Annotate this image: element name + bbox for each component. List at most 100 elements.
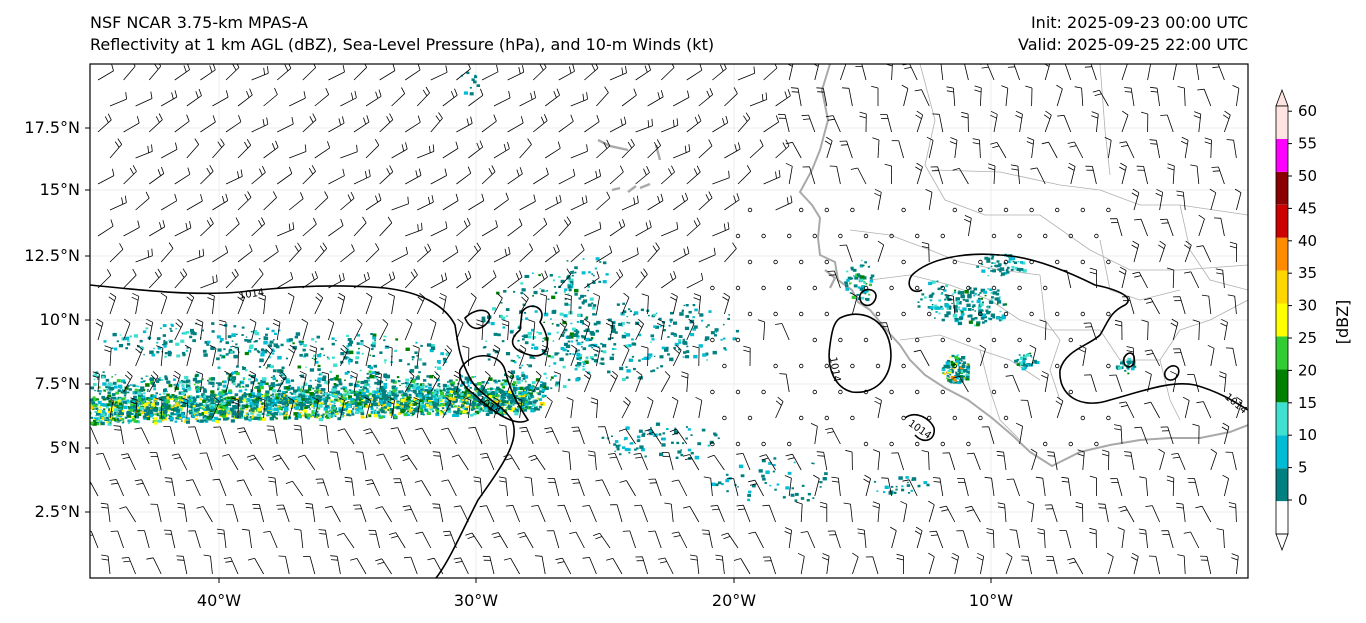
reflectivity-cell [226,372,229,375]
reflectivity-cell [495,389,497,392]
reflectivity-cell [913,478,917,481]
reflectivity-cell [438,362,441,364]
reflectivity-cell [968,308,972,311]
reflectivity-cell [389,408,394,411]
reflectivity-cell [223,380,227,384]
reflectivity-cell [231,379,236,383]
reflectivity-cell [380,385,384,389]
reflectivity-cell [520,292,524,295]
reflectivity-cell [314,379,317,381]
reflectivity-cell [208,395,211,398]
reflectivity-cell [113,347,118,351]
wind-barb [148,220,166,237]
reflectivity-cell [864,292,867,295]
wind-barb [1089,267,1097,289]
reflectivity-cell [415,386,420,390]
reflectivity-cell [309,408,311,410]
reflectivity-cell [679,312,684,316]
reflectivity-cell [466,394,471,398]
reflectivity-cell [249,417,251,419]
reflectivity-cell [382,396,387,400]
wind-barb [97,113,112,133]
reflectivity-cell [971,300,974,303]
reflectivity-cell [245,412,248,414]
reflectivity-cell [119,417,122,420]
reflectivity-cell [934,317,936,319]
reflectivity-cell [326,380,330,384]
reflectivity-cell [557,352,560,354]
reflectivity-cell [643,356,648,360]
reflectivity-cell [670,321,672,323]
reflectivity-cell [488,410,493,415]
reflectivity-cell [270,410,272,413]
reflectivity-cell [235,372,240,376]
reflectivity-cell [342,386,346,389]
reflectivity-cell [138,400,140,403]
reflectivity-cell [118,402,123,406]
reflectivity-cell [405,347,410,351]
reflectivity-cell [936,280,939,283]
reflectivity-cell [216,397,221,401]
reflectivity-cell [644,455,647,458]
reflectivity-cell [629,359,633,362]
reflectivity-cell [671,441,674,444]
reflectivity-cell [946,307,950,310]
reflectivity-cell [489,400,492,403]
reflectivity-cell [595,257,600,261]
reflectivity-cell [513,381,517,385]
reflectivity-cell [199,416,201,418]
reflectivity-cell [219,395,223,398]
reflectivity-cell [979,292,982,294]
reflectivity-cell [399,384,401,387]
reflectivity-cell [587,289,589,292]
reflectivity-cell [966,364,969,366]
wind-barb [161,90,178,107]
reflectivity-cell [484,400,487,402]
reflectivity-cell [203,388,207,391]
reflectivity-cell [439,414,441,416]
reflectivity-cell [923,296,927,299]
reflectivity-cell [661,443,666,447]
reflectivity-cell [953,305,958,309]
reflectivity-cell [168,407,172,410]
reflectivity-cell [445,352,450,356]
calm-wind-marker [1029,207,1034,213]
reflectivity-cell [481,381,485,384]
wind-barb [123,220,140,237]
reflectivity-cell [622,446,626,449]
reflectivity-cell [332,409,335,411]
reflectivity-cell [812,497,815,499]
wind-barb [353,319,363,341]
reflectivity-cell [99,393,102,395]
reflectivity-cell [291,379,295,382]
reflectivity-cell [268,386,274,391]
calm-wind-marker [812,233,817,239]
reflectivity-cell [984,320,988,323]
reflectivity-cell [320,388,325,392]
reflectivity-cell [260,379,265,383]
reflectivity-cell [497,403,502,407]
reflectivity-cell [477,393,482,397]
reflectivity-cell [137,396,142,400]
reflectivity-cell [205,404,210,408]
reflectivity-cell [359,405,362,408]
reflectivity-cell [323,391,326,394]
reflectivity-cell [738,464,744,469]
wind-barb [1131,188,1140,211]
reflectivity-cell [353,383,359,388]
reflectivity-cell [929,306,933,309]
reflectivity-cell [351,389,354,392]
reflectivity-cell [592,281,596,284]
reflectivity-cell [876,490,879,492]
reflectivity-cell [167,353,172,357]
reflectivity-cell [740,474,745,478]
reflectivity-cell [943,373,946,376]
reflectivity-cell [523,392,528,396]
reflectivity-cell [493,379,497,383]
reflectivity-cell [573,328,578,332]
reflectivity-cell [525,399,528,402]
reflectivity-cell [94,389,96,392]
wind-barb [1104,137,1112,159]
reflectivity-cell [523,409,527,412]
reflectivity-cell [526,386,529,388]
